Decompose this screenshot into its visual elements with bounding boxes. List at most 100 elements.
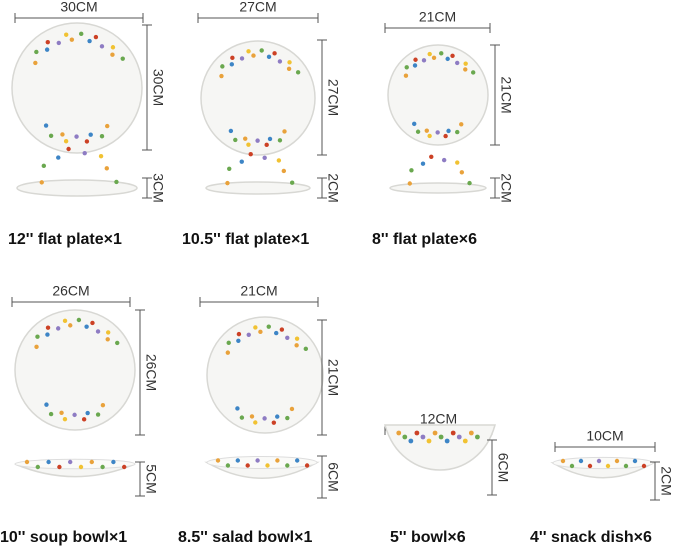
flower: [413, 57, 418, 62]
flower: [421, 58, 427, 63]
flower: [456, 434, 462, 440]
flower: [63, 139, 69, 144]
flower: [93, 34, 99, 40]
flower: [115, 340, 120, 346]
flower: [255, 458, 260, 463]
flower: [265, 463, 270, 468]
flower: [251, 53, 256, 58]
flower: [459, 122, 464, 127]
flower: [99, 134, 105, 139]
flower: [275, 458, 280, 463]
rim: [552, 456, 654, 470]
flower: [56, 155, 61, 160]
flower: [262, 155, 267, 160]
flower: [304, 463, 310, 468]
item-name: 8'' flat plate×6: [372, 231, 477, 248]
length-label: 21CM: [325, 359, 341, 396]
flower: [39, 180, 44, 185]
flower: [463, 61, 468, 66]
flower: [450, 53, 455, 59]
flower: [245, 463, 250, 468]
flower: [271, 420, 277, 425]
flower: [303, 346, 309, 352]
flower: [35, 334, 40, 339]
flower: [468, 430, 474, 436]
side-view: [205, 181, 311, 195]
flower: [243, 136, 248, 141]
flower: [443, 133, 448, 139]
flower: [34, 344, 39, 350]
flower: [98, 153, 104, 159]
height-label: 6CM: [325, 462, 341, 492]
flower: [246, 142, 251, 147]
flower: [44, 47, 50, 52]
flower: [79, 31, 84, 37]
flower: [404, 65, 409, 70]
flower: [104, 166, 109, 171]
flower: [267, 136, 273, 142]
flower: [569, 463, 575, 469]
flower: [99, 44, 105, 49]
flower: [72, 412, 77, 418]
flower: [235, 406, 240, 411]
width-label: 12CM: [420, 411, 457, 427]
flower: [95, 412, 101, 417]
flower: [219, 73, 224, 79]
flower: [35, 464, 40, 470]
flower: [122, 464, 127, 470]
flower: [110, 45, 116, 50]
flower: [279, 327, 285, 332]
flower: [445, 56, 450, 62]
flower: [455, 129, 460, 135]
flower: [285, 335, 290, 340]
flower: [272, 51, 277, 56]
flower: [295, 458, 300, 463]
item-name: 12'' flat plate×1: [8, 231, 122, 248]
flower: [403, 73, 409, 78]
flower: [274, 330, 279, 336]
flower: [282, 129, 287, 134]
flower: [55, 326, 61, 331]
flower: [281, 168, 287, 174]
length-label: 26CM: [143, 354, 159, 391]
flower: [277, 59, 283, 64]
flower: [84, 139, 90, 144]
flower: [427, 51, 432, 57]
width-label: 21CM: [240, 283, 277, 299]
flower: [24, 459, 30, 465]
length-label: 30CM: [150, 69, 166, 106]
flower: [90, 320, 95, 326]
flower: [82, 150, 87, 156]
flower: [262, 416, 267, 421]
top-view: [200, 40, 316, 156]
flower: [432, 430, 438, 436]
flower: [239, 415, 245, 420]
flower: [110, 52, 115, 57]
flower: [438, 434, 444, 440]
flower: [578, 458, 584, 464]
flower: [48, 411, 54, 417]
flower: [95, 329, 101, 334]
height-label: 5CM: [143, 464, 159, 494]
flower: [287, 60, 292, 65]
flower: [44, 402, 49, 407]
flower: [266, 54, 272, 60]
flower: [68, 323, 73, 328]
flower: [402, 434, 408, 440]
flower: [100, 464, 105, 470]
flower: [264, 142, 269, 148]
flower: [227, 166, 232, 172]
item-name: 5'' bowl×6: [390, 529, 466, 546]
flower: [215, 458, 221, 463]
flower: [84, 324, 89, 329]
length-label: 27CM: [325, 79, 341, 116]
flower: [259, 48, 264, 53]
flower: [431, 55, 437, 61]
flower: [295, 70, 301, 75]
flower: [235, 458, 240, 463]
flower: [459, 170, 465, 175]
flower: [62, 318, 68, 324]
flower: [246, 332, 251, 337]
flower: [463, 67, 468, 72]
height-label: 2CM: [325, 173, 341, 203]
